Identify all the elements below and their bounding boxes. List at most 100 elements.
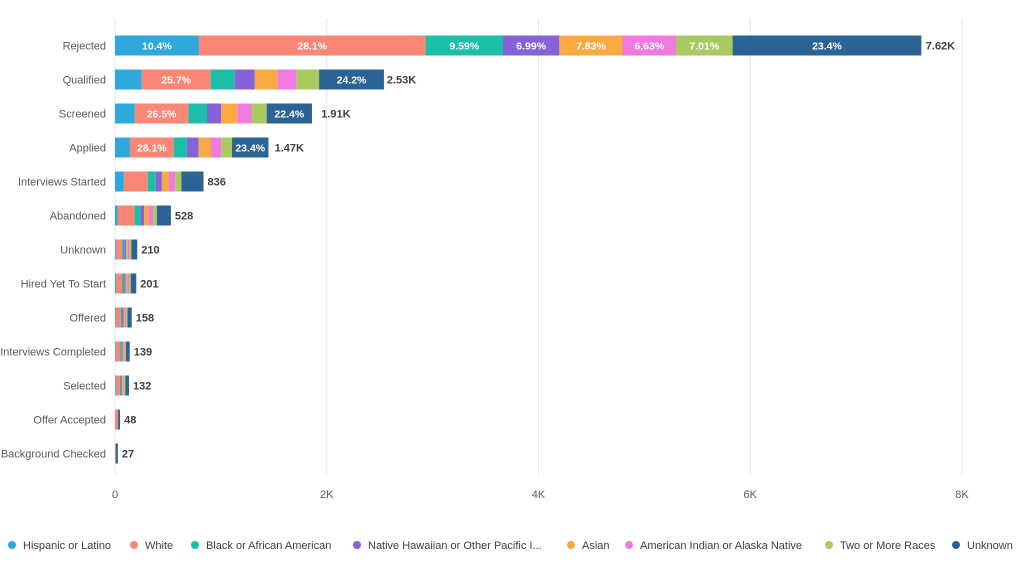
legend-item-white[interactable]: White [130, 540, 173, 552]
bar-segment-black-or-african-american[interactable] [173, 137, 187, 158]
bar-segment-unknown[interactable] [319, 69, 384, 90]
bar-segment-white[interactable] [141, 69, 211, 90]
bar-segment-native-hawaiian-or-other-pacific-i[interactable] [502, 35, 560, 56]
bar-segment-black-or-african-american[interactable] [120, 341, 122, 362]
bar-segment-american-indian-or-alaska-native[interactable] [123, 341, 125, 362]
bar-segment-american-indian-or-alaska-native[interactable] [123, 375, 125, 396]
bar-segment-native-hawaiian-or-other-pacific-i[interactable] [121, 341, 123, 362]
bar-segment-asian[interactable] [123, 307, 125, 328]
bar-segment-american-indian-or-alaska-native[interactable] [148, 205, 154, 226]
bar-segment-american-indian-or-alaska-native[interactable] [127, 239, 130, 260]
bar-segment-black-or-african-american[interactable] [188, 103, 208, 124]
bar-segment-black-or-african-american[interactable] [425, 35, 503, 56]
bar-segment-black-or-african-american[interactable] [122, 273, 125, 294]
bar-segment-black-or-african-american[interactable] [120, 307, 123, 328]
bar-segment-hispanic-or-latino[interactable] [115, 239, 116, 260]
bar-segment-black-or-african-american[interactable] [122, 239, 125, 260]
bar-segment-asian[interactable] [144, 205, 149, 226]
bar-segment-unknown[interactable] [125, 375, 129, 396]
bar-segment-native-hawaiian-or-other-pacific-i[interactable] [234, 69, 255, 90]
bar-segment-asian[interactable] [161, 171, 169, 192]
bar-segment-unknown[interactable] [181, 171, 204, 192]
bar-segment-asian[interactable] [125, 273, 128, 294]
bar-segment-asian[interactable] [198, 137, 212, 158]
bar-segment-native-hawaiian-or-other-pacific-i[interactable] [140, 205, 145, 226]
bar-segment-white[interactable] [115, 239, 123, 260]
bar-segment-white[interactable] [115, 341, 121, 362]
bar-segment-white[interactable] [115, 443, 116, 464]
bar-segment-two-or-more-races[interactable] [129, 239, 132, 260]
bar-segment-black-or-african-american[interactable] [134, 205, 141, 226]
bar-segment-american-indian-or-alaska-native[interactable] [622, 35, 677, 56]
bar-segment-white[interactable] [129, 137, 174, 158]
bar-segment-white[interactable] [198, 35, 426, 56]
bar-segment-unknown[interactable] [118, 409, 121, 430]
bar-segment-unknown[interactable] [266, 103, 312, 124]
legend-item-native-hawaiian-or-other-pacific-i[interactable]: Native Hawaiian or Other Pacific I... [353, 540, 542, 552]
bar-segment-black-or-african-american[interactable] [119, 375, 122, 396]
bar-segment-hispanic-or-latino[interactable] [115, 69, 142, 90]
bar-segment-two-or-more-races[interactable] [221, 137, 233, 158]
bar-segment-asian[interactable] [254, 69, 278, 90]
bar-segment-asian[interactable] [559, 35, 623, 56]
bar-segment-white[interactable] [115, 307, 121, 328]
bar-segment-native-hawaiian-or-other-pacific-i[interactable] [121, 375, 123, 396]
bar-segment-two-or-more-races[interactable] [124, 341, 127, 362]
bar-segment-asian[interactable] [122, 341, 124, 362]
bar-segment-unknown[interactable] [130, 273, 137, 294]
bar-segment-unknown[interactable] [732, 35, 922, 56]
bar-segment-american-indian-or-alaska-native[interactable] [168, 171, 176, 192]
bar-segment-white[interactable] [115, 409, 119, 430]
legend-item-asian[interactable]: Asian [567, 540, 610, 552]
bar-segment-hispanic-or-latino[interactable] [115, 307, 116, 328]
legend-item-hispanic-or-latino[interactable]: Hispanic or Latino [8, 540, 111, 552]
bar-segment-white[interactable] [123, 171, 148, 192]
bar-segment-american-indian-or-alaska-native[interactable] [211, 137, 222, 158]
bar-segment-asian[interactable] [122, 375, 124, 396]
bar-segment-two-or-more-races[interactable] [124, 375, 126, 396]
bar-segment-hispanic-or-latino[interactable] [115, 341, 116, 362]
bar-segment-unknown[interactable] [127, 307, 132, 328]
bar-segment-asian[interactable] [126, 239, 128, 260]
bar-segment-white[interactable] [117, 205, 135, 226]
bar-segment-two-or-more-races[interactable] [126, 307, 128, 328]
bar-segment-native-hawaiian-or-other-pacific-i[interactable] [207, 103, 222, 124]
bar-segment-native-hawaiian-or-other-pacific-i[interactable] [124, 239, 127, 260]
bar-segment-white[interactable] [116, 273, 123, 294]
bar-segment-american-indian-or-alaska-native[interactable] [127, 273, 130, 294]
legend-item-american-indian-or-alaska-native[interactable]: American Indian or Alaska Native [625, 540, 802, 552]
legend-item-two-or-more-races[interactable]: Two or More Races [825, 540, 936, 552]
bar-segment-native-hawaiian-or-other-pacific-i[interactable] [122, 307, 124, 328]
bar-segment-american-indian-or-alaska-native[interactable] [124, 307, 127, 328]
bar-segment-unknown[interactable] [126, 341, 130, 362]
bar-segment-white[interactable] [115, 375, 120, 396]
bar-segment-american-indian-or-alaska-native[interactable] [237, 103, 252, 124]
bar-segment-two-or-more-races[interactable] [676, 35, 733, 56]
bar-segment-native-hawaiian-or-other-pacific-i[interactable] [124, 273, 126, 294]
bar-segment-unknown[interactable] [232, 137, 269, 158]
bar-segment-native-hawaiian-or-other-pacific-i[interactable] [155, 171, 162, 192]
legend-item-black-or-african-american[interactable]: Black or African American [191, 540, 331, 552]
bar-segment-black-or-african-american[interactable] [147, 171, 156, 192]
bar-segment-asian[interactable] [221, 103, 238, 124]
bar-segment-two-or-more-races[interactable] [296, 69, 320, 90]
bar-segment-two-or-more-races[interactable] [175, 171, 182, 192]
bar-segment-hispanic-or-latino[interactable] [115, 205, 118, 226]
bar-segment-hispanic-or-latino[interactable] [115, 103, 135, 124]
bar-segment-black-or-african-american[interactable] [210, 69, 235, 90]
bar-segment-hispanic-or-latino[interactable] [115, 35, 199, 56]
bar-segment-white[interactable] [134, 103, 189, 124]
bar-segment-hispanic-or-latino[interactable] [115, 273, 117, 294]
bar-segment-two-or-more-races[interactable] [251, 103, 267, 124]
bar-segment-unknown[interactable] [131, 239, 138, 260]
bar-segment-two-or-more-races[interactable] [153, 205, 157, 226]
bar-segment-hispanic-or-latino[interactable] [115, 171, 124, 192]
bar-segment-american-indian-or-alaska-native[interactable] [277, 69, 297, 90]
bar-segment-two-or-more-races[interactable] [129, 273, 131, 294]
bar-segment-unknown[interactable] [115, 443, 118, 464]
legend-item-unknown[interactable]: Unknown [952, 540, 1013, 552]
bar-segment-hispanic-or-latino[interactable] [115, 375, 116, 396]
bar-segment-native-hawaiian-or-other-pacific-i[interactable] [186, 137, 199, 158]
bar-segment-unknown[interactable] [156, 205, 171, 226]
bar-segment-hispanic-or-latino[interactable] [115, 137, 130, 158]
